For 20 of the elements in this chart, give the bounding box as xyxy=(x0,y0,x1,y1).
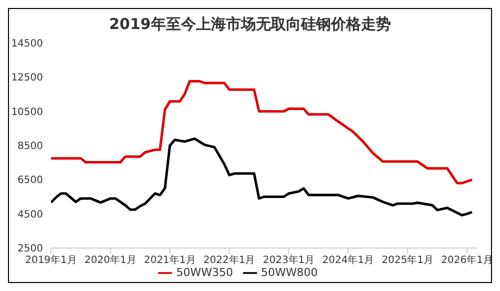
x-tick-label: 2026年1月 xyxy=(441,254,493,266)
y-tick-label: 2500 xyxy=(18,244,43,255)
x-tick-label: 2023年1月 xyxy=(262,254,315,266)
line-series xyxy=(51,80,474,184)
x-tick-label: 2020年1月 xyxy=(84,254,136,266)
x-tick-label: 2022年1月 xyxy=(203,254,256,266)
x-tick-label: 2025年1月 xyxy=(382,254,434,266)
y-tick-label: 4500 xyxy=(18,209,43,220)
legend-label: 50WW800 xyxy=(261,266,318,280)
legend-label: 50WW350 xyxy=(176,266,233,280)
y-tick-label: 12500 xyxy=(11,72,43,84)
y-tick-label: 10500 xyxy=(11,106,43,118)
y-tick-label: 14500 xyxy=(11,38,43,50)
x-tick-label: 2019年1月 xyxy=(25,254,77,266)
line-series xyxy=(51,137,474,216)
chart-title: 2019年至今上海市场无取向硅钢价格走势 xyxy=(108,15,392,35)
x-tick-label: 2021年1月 xyxy=(144,254,196,266)
y-tick-label: 8500 xyxy=(18,141,43,152)
x-tick-label: 2024年1月 xyxy=(322,254,374,266)
y-tick-label: 6500 xyxy=(18,175,43,186)
